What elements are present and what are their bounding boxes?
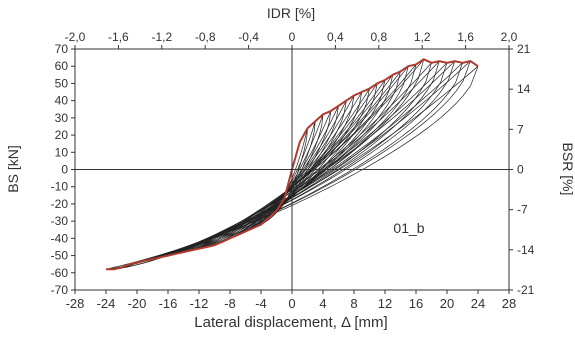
positive-envelope-line — [291, 58, 479, 170]
x2-axis-label: IDR [%] — [267, 5, 315, 21]
x-tick-label: -12 — [190, 296, 209, 311]
y2-tick-label: -21 — [517, 283, 535, 297]
x2-tick-label: 1,6 — [457, 30, 474, 44]
x-tick-label: -4 — [255, 296, 267, 311]
x2-tick-label: 2,0 — [501, 30, 518, 44]
x2-tick-label: 0,4 — [327, 30, 344, 44]
x2-tick-label: 0,8 — [370, 30, 387, 44]
x2-tick-label: -0,8 — [195, 30, 216, 44]
y-tick-label: -40 — [51, 231, 69, 245]
y2-tick-label: -14 — [517, 243, 535, 257]
y2-tick-label: 0 — [517, 163, 524, 177]
x-tick-label: 20 — [440, 296, 454, 311]
y-tick-label: 60 — [55, 59, 69, 73]
y-tick-label: -50 — [51, 249, 69, 263]
x-tick-label: -28 — [66, 296, 85, 311]
x-tick-label: 12 — [378, 296, 392, 311]
y-tick-label: -70 — [51, 283, 69, 297]
x2-tick-label: -0,4 — [238, 30, 259, 44]
y-tick-label: 0 — [61, 163, 68, 177]
specimen-annotation: 01_b — [393, 220, 424, 236]
y-tick-label: -20 — [51, 197, 69, 211]
y-tick-label: 70 — [55, 42, 69, 56]
y2-tick-label: 7 — [517, 122, 524, 136]
negative-envelope-line — [106, 169, 293, 271]
y-tick-label: 50 — [55, 76, 69, 90]
x-tick-label: -24 — [97, 296, 116, 311]
x2-tick-label: -1,6 — [108, 30, 129, 44]
x-tick-label: 24 — [471, 296, 485, 311]
x2-tick-label: -2,0 — [65, 30, 86, 44]
x2-tick-label: 0 — [289, 30, 296, 44]
x2-tick-label: 1,2 — [414, 30, 431, 44]
x-tick-label: 0 — [288, 296, 295, 311]
x-tick-label: 8 — [350, 296, 357, 311]
y-tick-label: 30 — [55, 111, 69, 125]
y-tick-label: 20 — [55, 128, 69, 142]
y-tick-label: 40 — [55, 94, 69, 108]
x-tick-label: -8 — [224, 296, 236, 311]
y2-axis-label: BSR [%] — [560, 143, 575, 196]
x-tick-label: -20 — [128, 296, 147, 311]
x-axis-label: Lateral displacement, Δ [mm] — [194, 314, 387, 331]
y-tick-label: -10 — [51, 180, 69, 194]
x-tick-label: 28 — [502, 296, 516, 311]
envelope-curves — [106, 58, 479, 271]
y2-tick-label: 21 — [517, 42, 531, 56]
y-axis-label: BS [kN] — [5, 145, 21, 192]
y2-tick-label: 14 — [517, 82, 531, 96]
y-tick-label: -60 — [51, 266, 69, 280]
x-tick-label: 4 — [319, 296, 326, 311]
y-tick-label: -30 — [51, 214, 69, 228]
y-tick-label: 10 — [55, 145, 69, 159]
x-tick-label: 16 — [409, 296, 423, 311]
x-tick-label: -16 — [159, 296, 178, 311]
tick-labels: -28 -24 -20 -16 -12 -8 -4 0 4 8 12 16 20 24 28-2,0 -1,6… — [51, 30, 535, 311]
x2-tick-label: -1,2 — [151, 30, 172, 44]
y2-tick-label: -7 — [517, 203, 528, 217]
